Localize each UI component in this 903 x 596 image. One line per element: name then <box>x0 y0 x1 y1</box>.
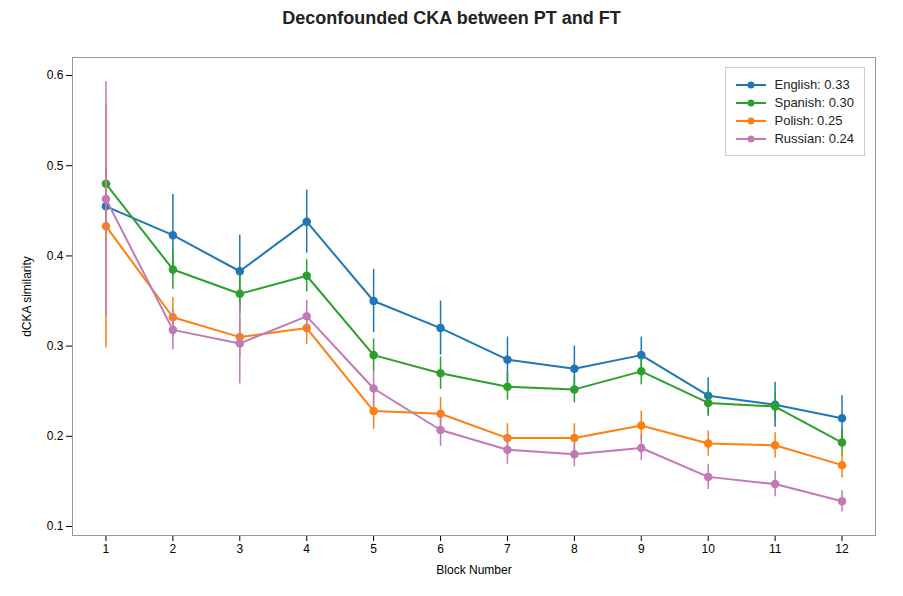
svg-text:dCKA similarity: dCKA similarity <box>20 256 34 337</box>
svg-text:0.2: 0.2 <box>47 429 64 443</box>
html-text:Spanish: 0.30: Spanish: 0.30 <box>774 95 854 110</box>
svg-text:8: 8 <box>571 542 578 556</box>
html-text:Deconfounded CKA between PT an: Deconfounded CKA between PT and FT <box>282 8 621 28</box>
svg-text:4: 4 <box>303 542 310 556</box>
html-text:Russian: 0.24: Russian: 0.24 <box>774 131 854 146</box>
svg-text:0.1: 0.1 <box>47 519 64 533</box>
svg-text:3: 3 <box>236 542 243 556</box>
svg-text:12: 12 <box>835 542 849 556</box>
svg-text:Block Number: Block Number <box>436 563 511 577</box>
svg-text:9: 9 <box>638 542 645 556</box>
svg-text:0.6: 0.6 <box>47 68 64 82</box>
svg-text:0.5: 0.5 <box>47 159 64 173</box>
svg-text:11: 11 <box>769 542 782 556</box>
svg-text:2: 2 <box>170 542 177 556</box>
svg-text:10: 10 <box>702 542 716 556</box>
svg-text:0.3: 0.3 <box>47 339 64 353</box>
svg-text:1: 1 <box>103 542 110 556</box>
html-text:Polish: 0.25: Polish: 0.25 <box>774 113 843 128</box>
svg-text:6: 6 <box>437 542 444 556</box>
html-text:English: 0.33: English: 0.33 <box>774 77 850 92</box>
svg-text:0.4: 0.4 <box>47 249 64 263</box>
svg-text:7: 7 <box>504 542 511 556</box>
svg-text:5: 5 <box>370 542 377 556</box>
